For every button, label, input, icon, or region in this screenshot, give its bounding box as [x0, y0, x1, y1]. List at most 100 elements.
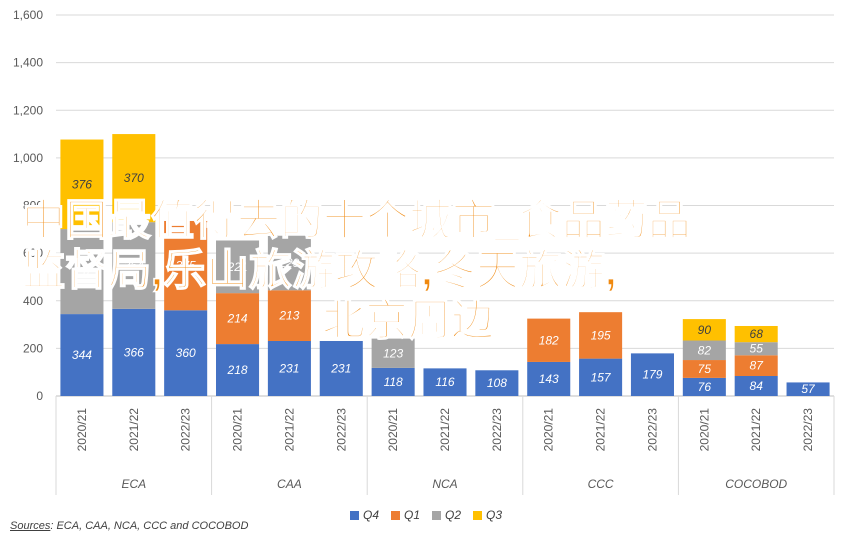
- data-label: 84: [750, 379, 764, 393]
- x-category-label: 2021/22: [438, 408, 452, 452]
- x-category-label: 2021/22: [127, 408, 141, 452]
- bar-q2: [267, 235, 311, 291]
- bar-q4: [786, 382, 830, 396]
- legend-label: Q2: [445, 508, 462, 522]
- bar-q1: [267, 290, 311, 341]
- x-category-label: 2022/23: [645, 408, 659, 452]
- data-label: 55: [750, 342, 764, 356]
- bar-q4: [579, 358, 623, 396]
- bar-q1: [579, 312, 623, 359]
- bar-q4: [527, 361, 571, 396]
- legend-label: Q4: [363, 508, 380, 522]
- data-label: 118: [384, 375, 403, 389]
- overlay-line-2: 监督局,乐山旅游攻略,冬天旅游,: [21, 246, 617, 296]
- data-label: 218: [227, 363, 248, 377]
- data-label: 68: [750, 327, 764, 341]
- x-category-label: 2020/21: [542, 408, 556, 452]
- y-tick-label: 1,200: [13, 103, 43, 117]
- data-label: 82: [698, 343, 712, 357]
- y-tick-label: 400: [23, 294, 43, 308]
- data-label: 214: [227, 312, 248, 326]
- x-category-label: 2020/21: [697, 408, 711, 452]
- source-note: Sources: ECA, CAA, NCA, CCC and COCOBOD: [10, 520, 248, 532]
- bar-q2: [734, 342, 778, 356]
- x-category-label: 2022/23: [801, 408, 815, 452]
- data-label: 76: [698, 380, 712, 394]
- legend-item-q1: Q1: [391, 508, 420, 522]
- y-axis-ticks: 0 200 400 600 800 1,000 1,200 1,400 1,600: [13, 8, 43, 403]
- legend-item-q2: Q2: [432, 508, 461, 522]
- y-tick-label: 0: [36, 389, 43, 403]
- x-category-label: 2020/21: [386, 408, 400, 452]
- data-label: 221: [227, 260, 248, 274]
- bar-q4: [164, 310, 208, 396]
- bar-q4: [60, 314, 104, 396]
- overlay-line-3: 北京周边: [321, 296, 495, 346]
- x-axis-category-labels: 2020/21 2021/22 2022/23 2020/21 2021/22 2022/…: [75, 408, 815, 452]
- data-label: 108: [487, 376, 507, 390]
- x-category-label: 2021/22: [749, 408, 763, 452]
- bar-q4: [630, 353, 674, 396]
- y-tick-label: 600: [23, 246, 43, 260]
- bar-q2: [112, 222, 156, 309]
- x-category-label: 2021/22: [282, 408, 296, 452]
- data-label: 57: [801, 382, 816, 396]
- bar-q1: [216, 293, 260, 345]
- bar-q1: [527, 318, 571, 362]
- bar-q4: [734, 375, 778, 396]
- x-category-label: 2020/21: [231, 408, 245, 452]
- bar-q2: [371, 338, 415, 368]
- data-label: 179: [642, 368, 662, 382]
- data-label: 157: [591, 370, 612, 384]
- data-label: 376: [72, 177, 92, 191]
- x-category-label: 2022/23: [490, 408, 504, 452]
- source-text: : ECA, CAA, NCA, CCC and COCOBOD: [50, 520, 249, 532]
- data-label: 116: [435, 375, 454, 389]
- bars: 344 357 376 366 364 370 360 375 218 214 221 231 213 2…: [60, 134, 830, 396]
- legend-swatch: [350, 510, 359, 520]
- x-group-label: CAA: [277, 477, 302, 491]
- data-label: 195: [591, 328, 611, 342]
- bar-q4: [216, 344, 260, 396]
- data-label: 87: [750, 359, 765, 373]
- data-label: 75: [698, 362, 712, 376]
- legend-item-q3: Q3: [473, 508, 502, 522]
- data-label: 143: [539, 372, 559, 386]
- legend-swatch: [432, 510, 442, 520]
- bar-q2: [682, 340, 726, 361]
- data-label: 360: [176, 346, 196, 360]
- bar-q2: [60, 229, 104, 315]
- bar-q1: [734, 355, 778, 376]
- bar-q4: [267, 340, 311, 396]
- data-label: 229: [278, 256, 299, 270]
- bar-q4: [423, 368, 467, 396]
- bar-q4: [319, 340, 363, 396]
- x-category-label: 2021/22: [594, 408, 608, 452]
- legend-swatch: [391, 510, 401, 520]
- bar-q4: [112, 308, 156, 396]
- bar-q1: [164, 220, 208, 311]
- y-tick-label: 200: [23, 341, 43, 355]
- y-tick-label: 1,000: [13, 151, 43, 165]
- data-label: 182: [539, 333, 559, 347]
- data-label: 231: [278, 361, 299, 375]
- x-group-label: ECA: [121, 477, 146, 491]
- bar-q2: [216, 240, 260, 294]
- watermark-overlay-text: 中国最值得去的十个城市_食品药品 监督局,乐山旅游攻略,冬天旅游, 北京周边: [21, 196, 832, 346]
- bar-q4: [682, 377, 726, 396]
- data-label: 213: [278, 309, 299, 323]
- y-tick-label: 1,400: [13, 56, 43, 70]
- legend: Q4 Q1 Q2 Q3: [350, 508, 502, 522]
- data-label: 231: [330, 361, 351, 375]
- bar-q3: [60, 139, 104, 230]
- x-category-label: 2022/23: [179, 408, 193, 452]
- bar-q1: [682, 360, 726, 378]
- x-category-label: 2020/21: [75, 408, 89, 452]
- data-label: 366: [124, 345, 144, 359]
- y-tick-label: 1,600: [13, 8, 43, 22]
- x-group-label: NCA: [432, 477, 457, 491]
- legend-item-q4: Q4: [350, 508, 379, 522]
- data-label: 123: [383, 346, 403, 360]
- legend-label: Q3: [486, 508, 503, 522]
